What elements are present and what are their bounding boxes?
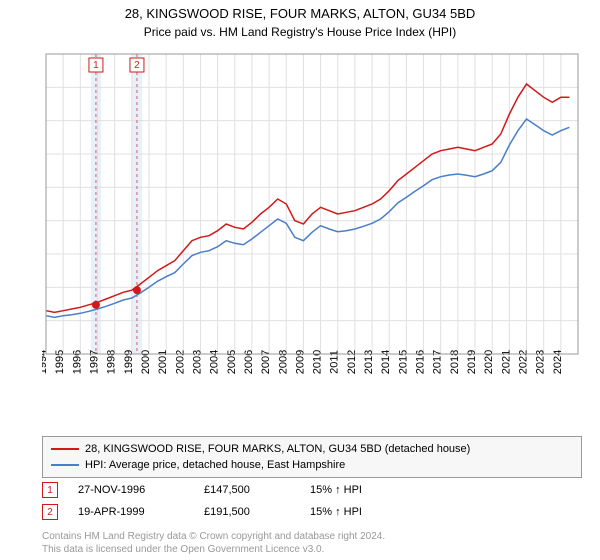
svg-text:2022: 2022 <box>518 350 530 374</box>
legend-swatch-property <box>51 448 79 450</box>
svg-text:2017: 2017 <box>432 350 444 374</box>
legend-label-property: 28, KINGSWOOD RISE, FOUR MARKS, ALTON, G… <box>85 443 470 455</box>
svg-text:2020: 2020 <box>483 350 495 374</box>
transaction-marker-icon: 2 <box>42 504 58 520</box>
legend-label-hpi: HPI: Average price, detached house, East… <box>85 459 345 471</box>
chart-svg: £0£100K£200K£300K£400K£500K£600K£700K£80… <box>42 48 582 418</box>
transaction-hpi: 15% ↑ HPI <box>310 506 410 518</box>
transaction-price: £191,500 <box>204 506 304 518</box>
svg-text:2019: 2019 <box>466 350 478 374</box>
chart-title: 28, KINGSWOOD RISE, FOUR MARKS, ALTON, G… <box>0 0 600 23</box>
svg-text:2008: 2008 <box>277 350 289 374</box>
chart-subtitle: Price paid vs. HM Land Registry's House … <box>0 23 600 39</box>
svg-text:2010: 2010 <box>312 350 324 374</box>
svg-text:2005: 2005 <box>226 350 238 374</box>
chart-container: 28, KINGSWOOD RISE, FOUR MARKS, ALTON, G… <box>0 0 600 560</box>
transaction-row: 2 19-APR-1999 £191,500 15% ↑ HPI <box>42 504 582 520</box>
transaction-price: £147,500 <box>204 484 304 496</box>
svg-text:2001: 2001 <box>157 350 169 374</box>
svg-text:2018: 2018 <box>449 350 461 374</box>
svg-text:2024: 2024 <box>552 350 564 374</box>
legend-box: 28, KINGSWOOD RISE, FOUR MARKS, ALTON, G… <box>42 436 582 478</box>
transaction-date: 27-NOV-1996 <box>78 484 198 496</box>
svg-text:1998: 1998 <box>106 350 118 374</box>
svg-text:2021: 2021 <box>500 350 512 374</box>
svg-text:2023: 2023 <box>535 350 547 374</box>
svg-text:1996: 1996 <box>71 350 83 374</box>
svg-text:2000: 2000 <box>140 350 152 374</box>
svg-text:2006: 2006 <box>243 350 255 374</box>
transaction-row: 1 27-NOV-1996 £147,500 15% ↑ HPI <box>42 482 582 498</box>
svg-text:1995: 1995 <box>54 350 66 374</box>
svg-text:2003: 2003 <box>191 350 203 374</box>
legend-row-property: 28, KINGSWOOD RISE, FOUR MARKS, ALTON, G… <box>51 441 573 457</box>
svg-text:2009: 2009 <box>294 350 306 374</box>
svg-text:2013: 2013 <box>363 350 375 374</box>
svg-text:1997: 1997 <box>88 350 100 374</box>
transaction-marker-icon: 1 <box>42 482 58 498</box>
footer-line: Contains HM Land Registry data © Crown c… <box>42 530 582 543</box>
chart-area: £0£100K£200K£300K£400K£500K£600K£700K£80… <box>42 48 582 388</box>
legend-swatch-hpi <box>51 464 79 466</box>
svg-text:1999: 1999 <box>123 350 135 374</box>
svg-text:2014: 2014 <box>380 350 392 374</box>
svg-text:2004: 2004 <box>209 350 221 374</box>
footer: Contains HM Land Registry data © Crown c… <box>42 530 582 556</box>
svg-text:2007: 2007 <box>260 350 272 374</box>
svg-text:2: 2 <box>134 60 140 71</box>
footer-line: This data is licensed under the Open Gov… <box>42 543 582 556</box>
svg-text:2012: 2012 <box>346 350 358 374</box>
transaction-date: 19-APR-1999 <box>78 506 198 518</box>
svg-text:1: 1 <box>93 60 99 71</box>
svg-text:2015: 2015 <box>397 350 409 374</box>
svg-text:2016: 2016 <box>415 350 427 374</box>
transaction-hpi: 15% ↑ HPI <box>310 484 410 496</box>
legend-row-hpi: HPI: Average price, detached house, East… <box>51 457 573 473</box>
svg-text:2002: 2002 <box>174 350 186 374</box>
